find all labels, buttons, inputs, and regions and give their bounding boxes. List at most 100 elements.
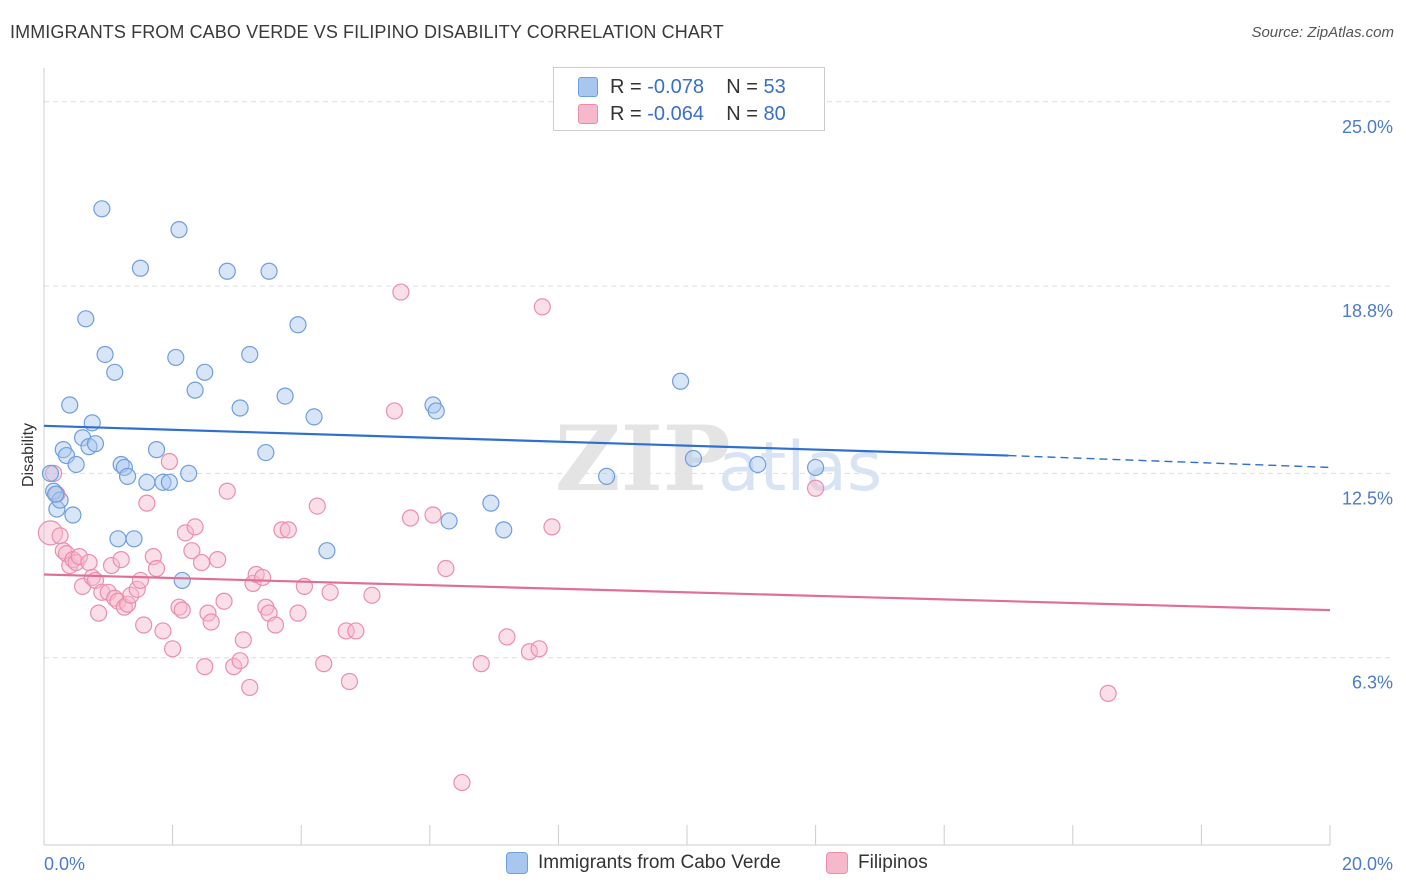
legend-r-label: R =	[610, 75, 642, 98]
data-point-filipinos	[186, 518, 204, 536]
data-point-filipinos	[315, 655, 333, 673]
bottom-legend-swatch-blue	[506, 852, 528, 874]
data-point-cabo-verde	[118, 467, 137, 485]
data-point-filipinos	[472, 655, 490, 673]
legend-n-label: N =	[726, 102, 758, 125]
legend-r-value: -0.078	[647, 75, 704, 98]
data-point-filipinos	[806, 479, 825, 497]
data-point-cabo-verde	[427, 402, 445, 420]
legend-n-value: 80	[763, 102, 786, 125]
trend-line-filipinos	[43, 573, 1331, 612]
data-point-cabo-verde	[167, 348, 185, 367]
data-point-filipinos	[215, 592, 233, 610]
data-point-cabo-verde	[257, 443, 275, 462]
y-axis-label: Disability	[20, 423, 37, 487]
trend-line-cabo-verde	[43, 424, 1009, 457]
data-point-cabo-verde	[77, 310, 95, 328]
axes	[43, 68, 1331, 846]
x-tick-label: 0.0%	[44, 854, 85, 874]
data-point-cabo-verde	[186, 381, 204, 399]
trend-line-cabo-verde-extension	[1008, 454, 1331, 469]
data-point-cabo-verde	[160, 473, 178, 491]
series-filipinos-points	[37, 283, 1117, 792]
legend-n-value: 53	[763, 75, 786, 98]
legend-row-cabo-verde: R = -0.078 N = 53	[578, 74, 786, 100]
data-point-cabo-verde	[86, 435, 105, 453]
data-point-filipinos	[118, 595, 137, 613]
data-point-filipinos	[363, 586, 381, 604]
watermark-zip: ZIP	[555, 406, 730, 512]
watermark: ZIP atlas	[555, 406, 882, 512]
legend-swatch-pink	[578, 104, 598, 124]
y-tick-label: 18.8%	[1342, 301, 1393, 321]
data-point-filipinos	[321, 583, 339, 601]
legend-row-filipinos: R = -0.064 N = 80	[578, 101, 786, 127]
data-point-filipinos	[218, 482, 236, 500]
data-point-filipinos	[202, 613, 220, 631]
data-point-cabo-verde	[231, 399, 249, 417]
data-point-filipinos	[51, 527, 69, 545]
data-point-filipinos	[225, 658, 243, 676]
source-label: Source: ZipAtlas.com	[1251, 24, 1394, 41]
data-point-filipinos	[102, 556, 121, 575]
data-point-cabo-verde	[241, 345, 259, 364]
data-point-filipinos	[80, 553, 98, 572]
data-point-cabo-verde	[48, 500, 66, 518]
data-point-filipinos	[37, 520, 64, 546]
data-point-filipinos	[254, 568, 272, 587]
data-point-filipinos	[241, 678, 259, 697]
data-point-filipinos	[385, 402, 404, 420]
data-point-filipinos	[273, 521, 291, 539]
data-point-filipinos	[337, 622, 355, 640]
data-point-cabo-verde	[196, 363, 214, 381]
data-point-filipinos	[530, 640, 548, 658]
data-point-cabo-verde	[289, 316, 307, 334]
data-point-filipinos	[498, 628, 516, 646]
data-point-cabo-verde	[749, 455, 767, 474]
data-point-filipinos	[279, 521, 297, 539]
data-point-filipinos	[1099, 684, 1117, 702]
data-point-cabo-verde	[806, 458, 825, 477]
data-point-filipinos	[392, 283, 410, 301]
data-point-filipinos	[147, 559, 166, 578]
data-point-filipinos	[347, 622, 365, 640]
data-point-cabo-verde	[138, 473, 156, 491]
data-point-cabo-verde	[482, 494, 500, 512]
data-point-cabo-verde	[170, 221, 188, 239]
x-tick-label: 20.0%	[1342, 854, 1393, 874]
legend-r-value: -0.064	[647, 102, 704, 125]
data-point-cabo-verde	[64, 506, 82, 524]
legend-swatch-blue	[578, 77, 598, 97]
legend: R = -0.078 N = 53 R = -0.064 N = 80	[553, 67, 825, 131]
data-point-filipinos	[128, 580, 146, 598]
legend-n-label: N =	[726, 75, 758, 98]
data-point-cabo-verde	[305, 408, 323, 426]
series-cabo-verde-points	[41, 200, 825, 590]
data-point-filipinos	[234, 631, 252, 649]
data-point-cabo-verde	[125, 530, 143, 548]
legend-r-label: R =	[610, 102, 642, 125]
data-point-cabo-verde	[46, 485, 65, 503]
data-point-filipinos	[401, 509, 420, 527]
data-point-filipinos	[170, 598, 188, 616]
data-point-cabo-verde	[260, 262, 278, 280]
bottom-legend-label-filipinos: Filipinos	[858, 852, 928, 873]
data-point-cabo-verde	[147, 441, 166, 459]
data-point-filipinos	[196, 658, 214, 676]
data-point-cabo-verde	[45, 482, 63, 500]
watermark-atlas: atlas	[718, 428, 882, 507]
data-point-cabo-verde	[109, 530, 127, 548]
data-point-cabo-verde	[276, 387, 294, 405]
data-point-filipinos	[520, 643, 539, 661]
data-point-cabo-verde	[61, 396, 79, 414]
chart-title: IMMIGRANTS FROM CABO VERDE VS FILIPINO D…	[10, 22, 724, 42]
data-point-filipinos	[160, 452, 178, 471]
data-point-cabo-verde	[180, 464, 198, 482]
data-point-filipinos	[308, 497, 326, 515]
data-point-cabo-verde	[41, 464, 60, 482]
data-point-filipinos	[83, 568, 101, 587]
gridlines	[44, 101, 1392, 659]
data-point-filipinos	[135, 616, 153, 634]
data-point-filipinos	[154, 622, 172, 640]
